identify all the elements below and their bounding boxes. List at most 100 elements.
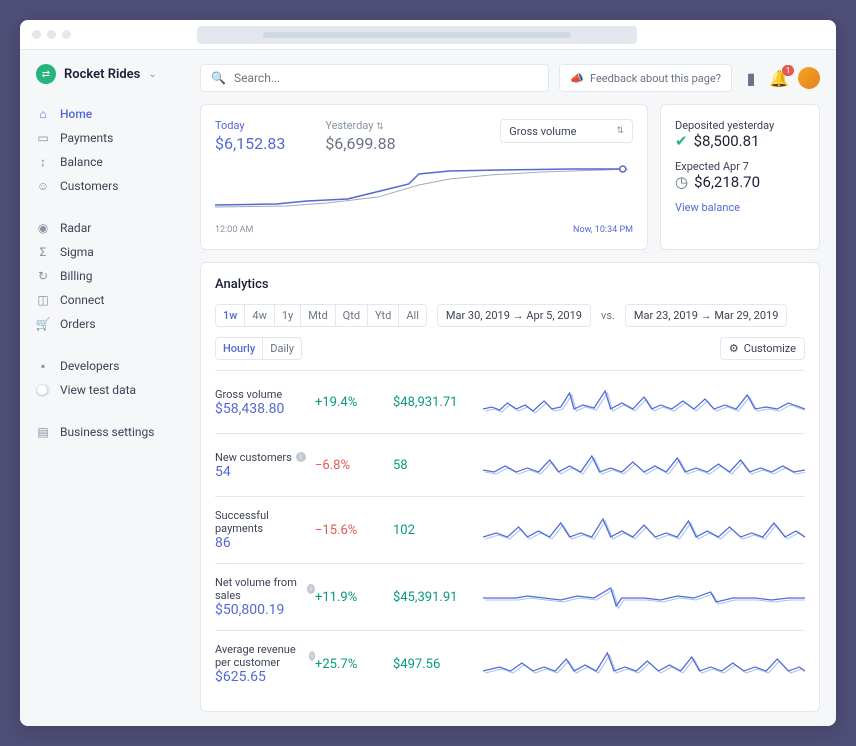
search-field[interactable] xyxy=(234,71,538,85)
nav-radar-label: Radar xyxy=(60,221,91,235)
metric-row: Successful payments 86 −15.6% 102 xyxy=(215,496,805,563)
deposited-amount: $8,500.81 xyxy=(694,132,760,150)
sort-icon: ⇅ xyxy=(376,122,384,132)
granularity-hourly[interactable]: Hourly xyxy=(216,338,263,359)
search-icon: 🔍 xyxy=(211,71,226,85)
nav-settings-label: Business settings xyxy=(60,425,154,439)
metric-sparkline xyxy=(483,446,805,484)
vs-label: vs. xyxy=(601,309,615,322)
deposited-label: Deposited yesterday xyxy=(675,119,805,132)
range-qtd[interactable]: Qtd xyxy=(336,305,368,326)
range-1y[interactable]: 1y xyxy=(275,305,301,326)
metric-label: Successful payments xyxy=(215,509,315,535)
nav-home[interactable]: ⌂Home xyxy=(20,102,184,126)
help-icon[interactable]: ▮ xyxy=(742,69,760,88)
analytics-card: Analytics 1w4w1yMtdQtdYtdAll Mar 30, 201… xyxy=(200,262,820,712)
metric-delta: +25.7% xyxy=(315,657,393,672)
radar-icon: ◉ xyxy=(36,221,50,235)
metric-row: Average revenue per customer i $625.65 +… xyxy=(215,630,805,697)
info-icon[interactable]: i xyxy=(307,584,315,594)
arrows-icon: ↕ xyxy=(36,155,50,169)
brand-logo-icon: ⇄ xyxy=(36,64,56,84)
sidebar: ⇄ Rocket Rides ⌄ ⌂Home ▭ Payments ↕ Balanc… xyxy=(20,50,184,726)
chevron-updown-icon: ⇅ xyxy=(616,126,624,136)
brand-switcher[interactable]: ⇄ Rocket Rides ⌄ xyxy=(20,64,184,98)
nav-payments[interactable]: ▭ Payments xyxy=(20,126,184,150)
range-tabs: 1w4w1yMtdQtdYtdAll xyxy=(215,304,427,327)
window-maximize[interactable] xyxy=(62,30,71,39)
nav-connect[interactable]: ◫Connect xyxy=(20,288,184,312)
info-icon[interactable]: i xyxy=(296,452,306,462)
feedback-button[interactable]: 📣 Feedback about this page? xyxy=(559,64,732,92)
nav-billing[interactable]: ↻Billing xyxy=(20,264,184,288)
notifications-icon[interactable]: 🔔1 xyxy=(770,69,788,88)
feedback-label: Feedback about this page? xyxy=(590,72,721,85)
metric-selector[interactable]: Gross volume ⇅ xyxy=(500,119,633,143)
nav-test-data-label: View test data xyxy=(60,383,136,397)
overview-chart xyxy=(215,159,633,223)
metric-sparkline xyxy=(483,645,805,683)
nav-balance-label: Balance xyxy=(60,155,103,169)
range-1w[interactable]: 1w xyxy=(216,305,245,326)
nav-billing-label: Billing xyxy=(60,269,93,283)
sigma-icon: Σ xyxy=(36,245,50,259)
metric-compare: $45,391.91 xyxy=(393,590,483,605)
metric-compare: 102 xyxy=(393,523,483,538)
metric-row: New customers i 54 −6.8% 58 xyxy=(215,433,805,496)
metric-label: Average revenue per customer i xyxy=(215,643,315,669)
nav-connect-label: Connect xyxy=(60,293,104,307)
nav-balance[interactable]: ↕ Balance xyxy=(20,150,184,174)
nav-payments-label: Payments xyxy=(60,131,113,145)
window-minimize[interactable] xyxy=(47,30,56,39)
url-bar[interactable] xyxy=(197,26,637,44)
app-window: ⇄ Rocket Rides ⌄ ⌂Home ▭ Payments ↕ Balanc… xyxy=(20,20,836,726)
deposits-card: Deposited yesterday ✔$8,500.81 Expected … xyxy=(660,104,820,250)
metric-sparkline xyxy=(483,511,805,549)
time-start: 12:00 AM xyxy=(215,225,253,235)
metric-delta: −15.6% xyxy=(315,523,393,538)
expected-amount: $6,218.70 xyxy=(694,173,760,191)
nav-sigma[interactable]: ΣSigma xyxy=(20,240,184,264)
card-icon: ▭ xyxy=(36,131,50,145)
granularity-tabs: HourlyDaily xyxy=(215,337,302,360)
metric-delta: +11.9% xyxy=(315,590,393,605)
avatar[interactable] xyxy=(798,67,820,89)
date-range-2[interactable]: Mar 23, 2019 → Mar 29, 2019 xyxy=(625,304,788,327)
nav-customers[interactable]: ☺ Customers xyxy=(20,174,184,198)
customize-label: Customize xyxy=(744,342,796,355)
metric-value: 54 xyxy=(215,464,315,480)
range-all[interactable]: All xyxy=(399,305,426,326)
nav-radar[interactable]: ◉ Radar xyxy=(20,216,184,240)
nav-test-data[interactable]: View test data xyxy=(20,378,184,402)
search-input[interactable]: 🔍 xyxy=(200,64,549,92)
customize-button[interactable]: ⚙ Customize xyxy=(720,337,805,360)
metric-row: Gross volume $58,438.80 +19.4% $48,931.7… xyxy=(215,370,805,433)
window-close[interactable] xyxy=(32,30,41,39)
nav-developers[interactable]: ▪Developers xyxy=(20,354,184,378)
date-range-1[interactable]: Mar 30, 2019 → Apr 5, 2019 xyxy=(437,304,591,327)
metric-selector-label: Gross volume xyxy=(509,125,576,138)
nav-settings[interactable]: ▤Business settings xyxy=(20,420,184,444)
person-icon: ☺ xyxy=(36,179,50,193)
granularity-daily[interactable]: Daily xyxy=(263,338,301,359)
analytics-title: Analytics xyxy=(215,277,805,292)
metric-label: Gross volume xyxy=(215,388,315,401)
range-4w[interactable]: 4w xyxy=(245,305,274,326)
metric-label: New customers i xyxy=(215,451,315,464)
metric-value: $50,800.19 xyxy=(215,602,315,618)
metric-sparkline xyxy=(483,578,805,616)
brand-name: Rocket Rides xyxy=(64,67,140,82)
nav-customers-label: Customers xyxy=(60,179,118,193)
metric-value: $625.65 xyxy=(215,669,315,685)
metric-value: $58,438.80 xyxy=(215,401,315,417)
range-mtd[interactable]: Mtd xyxy=(301,305,335,326)
range-ytd[interactable]: Ytd xyxy=(368,305,399,326)
nav-orders[interactable]: 🛒Orders xyxy=(20,312,184,336)
metric-compare: $497.56 xyxy=(393,657,483,672)
metric-delta: +19.4% xyxy=(315,395,393,410)
yesterday-value: $6,699.88 xyxy=(325,134,395,153)
view-balance-link[interactable]: View balance xyxy=(675,201,805,214)
metric-sparkline xyxy=(483,383,805,421)
gear-icon: ⚙ xyxy=(729,342,739,355)
home-icon: ⌂ xyxy=(36,107,50,121)
